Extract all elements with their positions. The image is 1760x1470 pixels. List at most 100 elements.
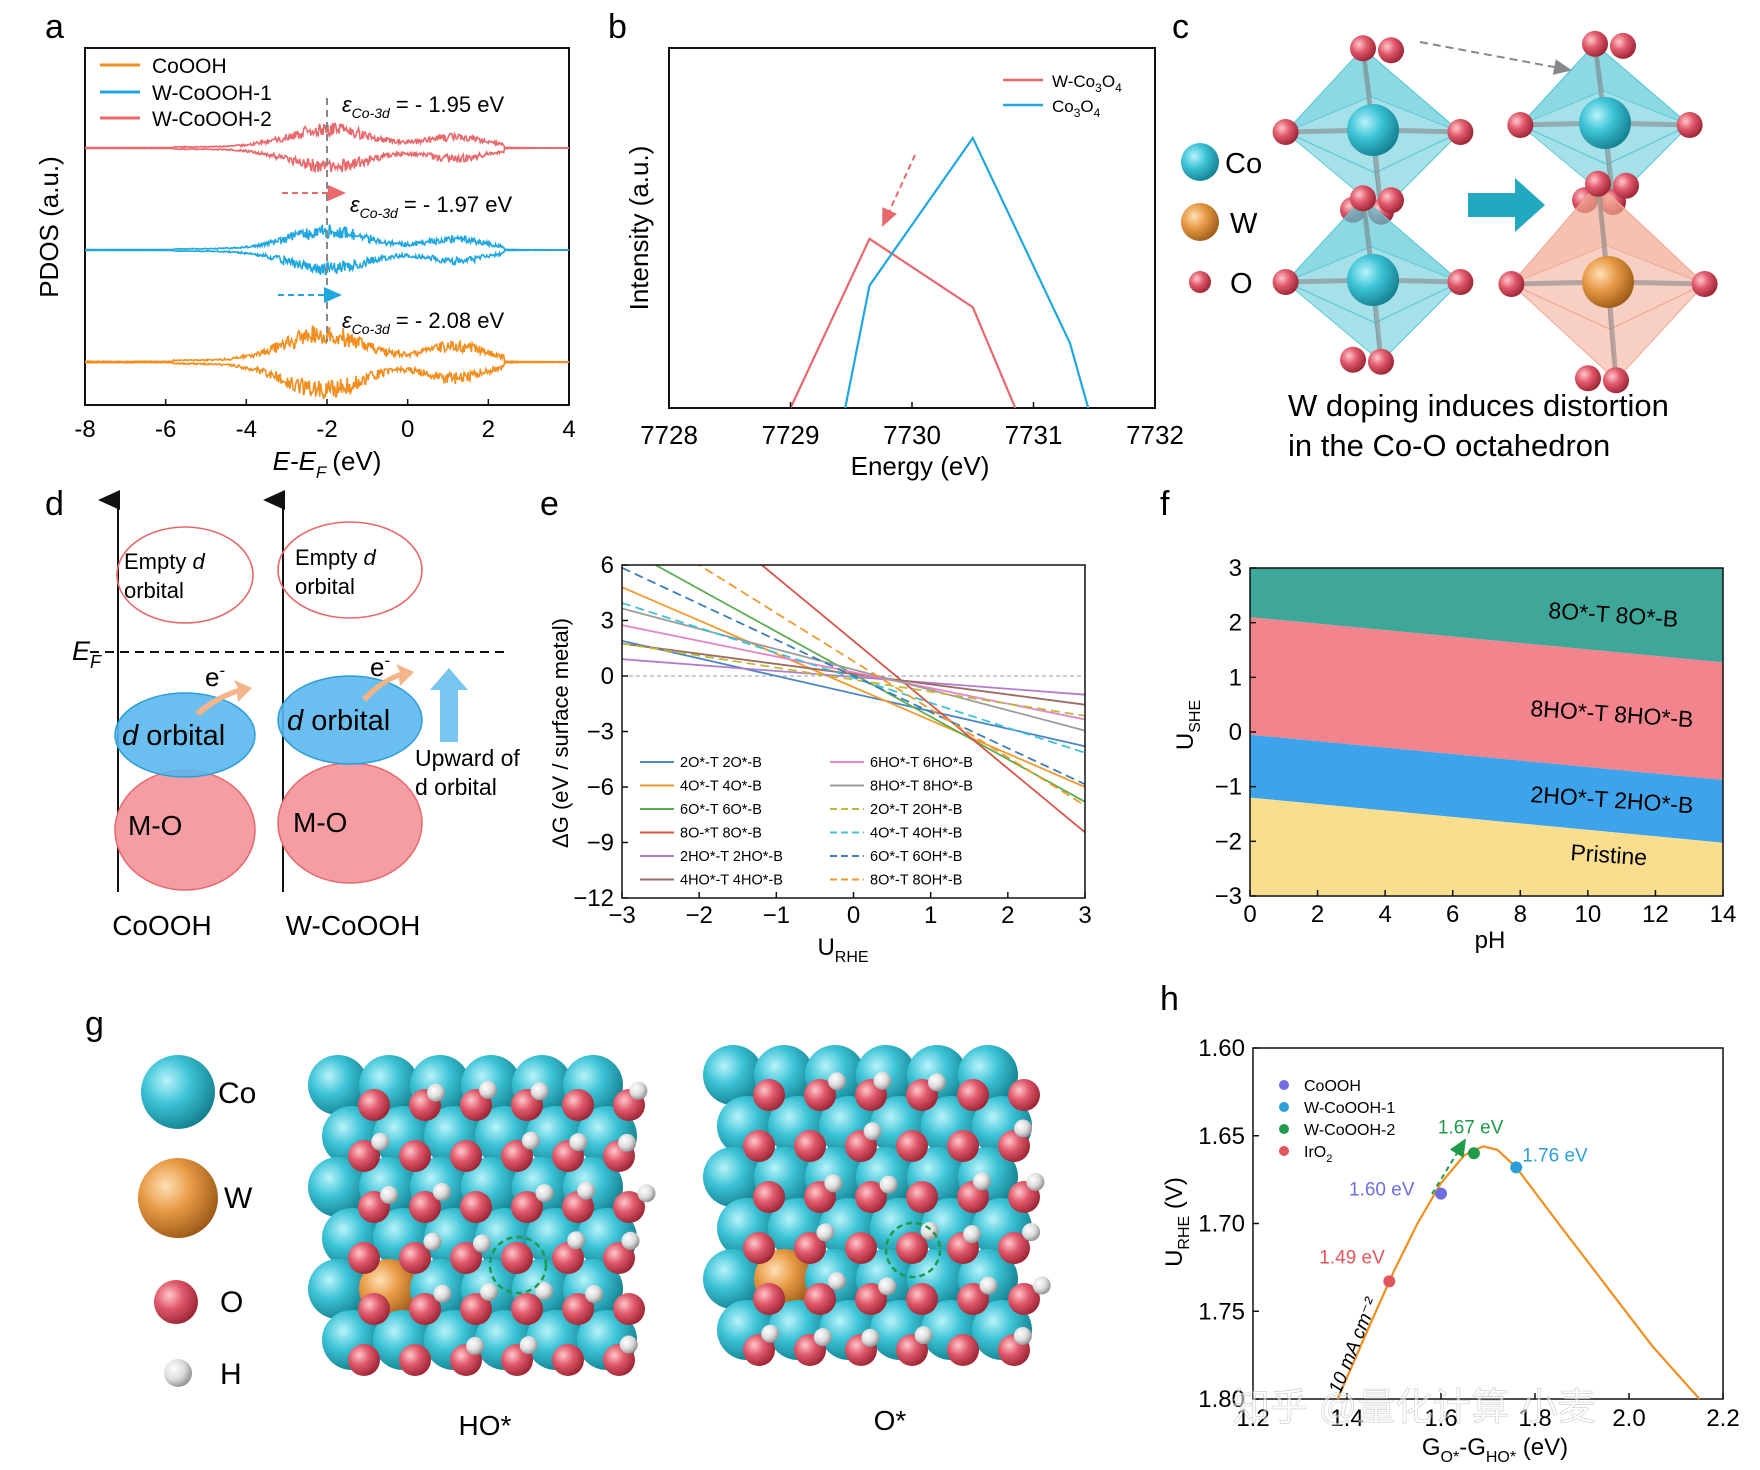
oxygen-atom	[1507, 112, 1534, 138]
pdos-band-center-3: εCo-3d = - 2.08 eV	[342, 308, 504, 337]
surface-energy-x-tick-label: 1	[924, 902, 937, 929]
oxygen-atom	[1582, 30, 1608, 57]
surface-energy-legend: 2O*-T 2O*-B 4O*-T 4O*-B 6O*-T 6O*-B 8O-*T 8…	[640, 755, 973, 889]
pdos-y-axis-title: PDOS (a.u.)	[34, 156, 64, 298]
active-site-ho	[488, 1235, 548, 1295]
surface-energy-x-tick-label: −1	[763, 902, 790, 929]
schematic-caption-coooh: CoOOH	[112, 910, 212, 941]
pdos-series-w-coooh-2-up	[84, 122, 569, 149]
o-atom	[753, 1079, 785, 1111]
energy-line-8o-t-8o-b	[760, 565, 1085, 834]
surface-energy-y-axis-title: ΔG (eV / surface metal)	[548, 618, 573, 848]
panel-label-d: d	[45, 485, 64, 523]
surface-energy-chart: −3 −2 −1 0 1 2 3 6 3 0 −3 −6 −9 −12 2O*-T 2O*-B 4O*-T …	[548, 552, 1092, 966]
energy-line-4o-t-4o-b	[622, 586, 1085, 788]
h-atom	[569, 1133, 588, 1152]
oxygen-atom	[1340, 346, 1366, 373]
o-atom	[753, 1181, 785, 1213]
legend-label-w-coooh-1: W-CoOOH-1	[152, 82, 272, 105]
volcano-y-axis-title: URHE (V)	[1161, 1177, 1193, 1267]
empty-orbital-left	[116, 526, 254, 624]
o-atom	[855, 1283, 887, 1315]
volcano-x-tick-label: 1.2	[1236, 1405, 1269, 1432]
h-atom	[432, 1182, 451, 1201]
o-atom	[743, 1130, 775, 1162]
volcano-point-w-coooh-1	[1510, 1161, 1523, 1174]
o-atom	[511, 1293, 543, 1325]
metal-atom	[1347, 104, 1399, 156]
legend-volcano-w-coooh-1: W-CoOOH-1	[1304, 1100, 1395, 1117]
legend-label-co3o4: Co3O4	[1052, 97, 1101, 120]
legend-label-6o-t-6o-b: 6O*-T 6O*-B	[680, 802, 762, 818]
h-atom	[861, 1328, 880, 1347]
h-atom	[380, 1185, 399, 1204]
h-atom	[480, 1282, 499, 1301]
h-atom	[816, 1223, 835, 1242]
panel-label-c: c	[1172, 8, 1189, 46]
o-atom	[562, 1293, 594, 1325]
octahedron-caption-1: W doping induces distortion	[1288, 388, 1669, 423]
oxygen-atom	[1368, 348, 1394, 375]
electron-arrow-left-icon	[195, 680, 252, 716]
oxygen-atom	[1613, 172, 1639, 199]
co-atom	[703, 1045, 763, 1105]
empty-orbital-right	[277, 521, 423, 619]
panel-label-g: g	[85, 1005, 104, 1043]
pourbaix-y-tick-label: −2	[1215, 828, 1242, 855]
h-atom	[828, 1072, 847, 1091]
legend-label-w-co3o4: W-Co3O4	[1052, 72, 1122, 95]
surface-energy-x-axis-title: URHE	[817, 934, 868, 966]
electron-label-right: e-	[370, 651, 390, 682]
legend-g-o: O	[220, 1286, 243, 1319]
o-atom	[552, 1242, 584, 1274]
h-atom	[863, 1122, 882, 1141]
xanes-x-tick-label: 7731	[1005, 420, 1063, 450]
atom-legend-c: Co W O	[1181, 143, 1262, 300]
h-atom	[423, 1232, 442, 1251]
energy-line-4ho-t-4ho-b	[622, 642, 1085, 706]
volcano-curve	[1336, 1145, 1701, 1400]
o-atom	[358, 1089, 390, 1121]
pdos-legend: CoOOH W-CoOOH-1 W-CoOOH-2	[100, 55, 272, 131]
legend-dot-iro2	[1279, 1146, 1289, 1156]
legend-label-6o-t-6oh-b: 6O*-T 6OH*-B	[870, 849, 962, 865]
surface-energy-x-tick-label: 2	[1001, 902, 1014, 929]
octahedron-caption-2: in the Co-O octahedron	[1288, 428, 1610, 463]
pdos-x-tick-label: -4	[236, 416, 257, 443]
d-orbital-right	[277, 675, 423, 765]
panel-label-b: b	[608, 8, 627, 46]
legend-dot-w-coooh-1	[1279, 1102, 1289, 1112]
oxygen-atom	[1350, 185, 1376, 212]
o-atom	[753, 1283, 785, 1315]
xanes-x-tick-label: 7729	[762, 420, 820, 450]
legend-g-w: W	[224, 1182, 253, 1215]
panel-label-h: h	[1160, 980, 1179, 1018]
xanes-legend: W-Co3O4 Co3O4	[1003, 72, 1122, 120]
pourbaix-x-axis-title: pH	[1475, 927, 1506, 954]
pourbaix-x-tick-label: 4	[1378, 901, 1391, 928]
h-atom	[813, 1328, 832, 1347]
volcano-x-tick-label: 1.4	[1330, 1405, 1363, 1432]
h-atom	[637, 1184, 656, 1203]
metal-atom	[1582, 256, 1634, 308]
legend-co: Co	[1225, 148, 1262, 180]
legend-volcano-iro2: IrO2	[1304, 1144, 1332, 1165]
energy-line-4o-t-4oh-b	[622, 602, 1085, 754]
legend-label-2o-t-2o-b: 2O*-T 2O*-B	[680, 755, 762, 771]
h-atom	[761, 1324, 780, 1343]
electron-label-left: e-	[205, 661, 225, 692]
volcano-x-axis-title: GO*-GHO* (eV)	[1422, 1434, 1568, 1466]
h-atom	[521, 1131, 540, 1150]
region-8ho-t-8ho-b	[1250, 617, 1723, 780]
co-atom	[703, 1147, 763, 1207]
energy-line-6o-t-6oh-b	[622, 566, 1085, 786]
volcano-x-tick-label: 2.0	[1612, 1405, 1645, 1432]
h-atom	[629, 1081, 648, 1100]
pdos-x-tick-label: -6	[155, 416, 176, 443]
legend-w: W	[1230, 208, 1258, 240]
o-atom	[450, 1242, 482, 1274]
empty-orbital-label-right-2: orbital	[295, 574, 355, 599]
surface-energy-y-tick-label: −9	[587, 830, 614, 857]
h-atom	[827, 1272, 846, 1291]
